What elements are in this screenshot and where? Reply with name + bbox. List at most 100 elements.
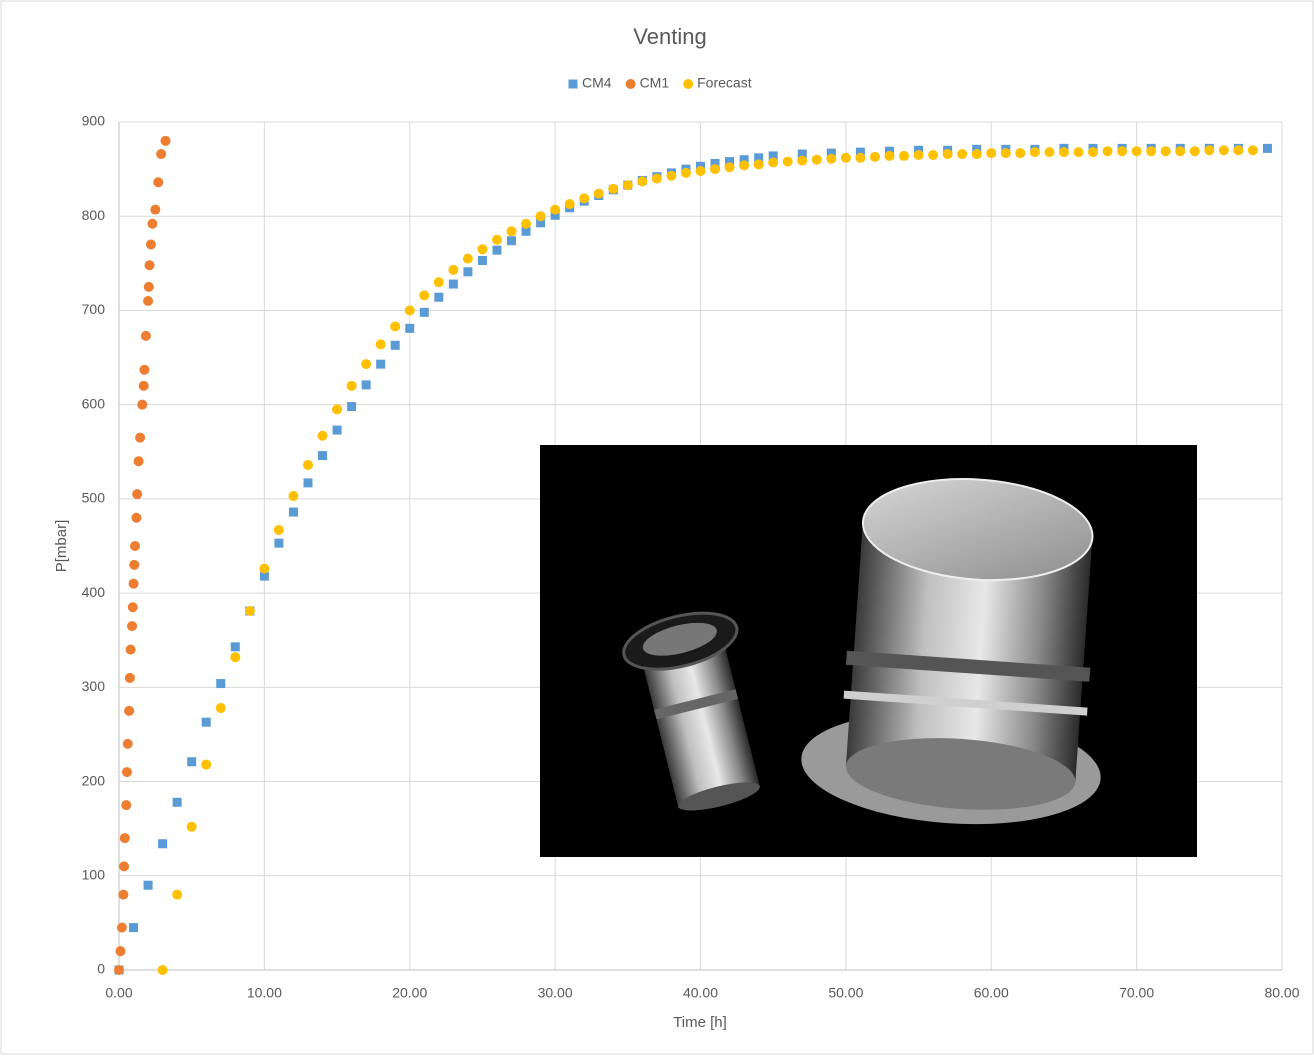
- data-point: [899, 150, 910, 161]
- data-point: [710, 158, 720, 168]
- data-point: [477, 256, 487, 266]
- data-point: [216, 679, 226, 689]
- data-point: [127, 621, 138, 632]
- data-point: [1029, 147, 1040, 158]
- cap-ring: [843, 690, 1088, 716]
- data-point: [753, 159, 764, 170]
- legend-marker: [683, 79, 694, 89]
- data-point: [826, 153, 837, 164]
- data-point: [135, 432, 146, 443]
- data-point: [448, 264, 459, 275]
- data-point: [507, 236, 517, 246]
- data-point: [680, 167, 691, 178]
- data-point: [1058, 147, 1069, 158]
- data-point: [1117, 146, 1128, 157]
- fitting-tube: [639, 631, 760, 807]
- data-point: [1262, 143, 1272, 153]
- data-point: [754, 153, 764, 163]
- data-point: [811, 154, 822, 165]
- data-point: [1044, 147, 1055, 158]
- data-point: [1204, 145, 1215, 156]
- data-point: [119, 833, 130, 844]
- data-point: [622, 180, 633, 191]
- data-point: [129, 923, 139, 933]
- fitting-bore: [642, 622, 717, 656]
- data-point: [913, 149, 924, 160]
- legend-marker: [625, 79, 636, 89]
- x-tick-label: 10.00: [247, 985, 282, 1001]
- data-point: [259, 571, 269, 581]
- y-tick-label: 900: [82, 113, 106, 129]
- y-tick-label: 600: [82, 395, 106, 411]
- cap-ring: [845, 650, 1091, 682]
- data-point: [884, 150, 895, 161]
- data-point: [215, 703, 226, 714]
- large-cap: [801, 478, 1101, 825]
- data-point: [710, 164, 721, 175]
- data-point: [318, 451, 328, 461]
- y-tick-label: 800: [82, 207, 106, 223]
- data-point: [826, 148, 836, 158]
- data-point: [506, 226, 517, 237]
- data-point: [124, 705, 135, 716]
- data-point: [840, 152, 851, 163]
- data-point: [129, 559, 140, 570]
- y-tick-label: 200: [82, 772, 106, 788]
- data-point: [666, 170, 677, 181]
- data-point: [550, 204, 561, 215]
- data-point: [121, 767, 132, 778]
- data-point: [1189, 146, 1200, 157]
- data-point: [433, 277, 444, 288]
- data-point: [114, 965, 124, 975]
- data-point: [434, 292, 444, 302]
- data-point: [1247, 145, 1258, 156]
- legend-label: CM4: [582, 75, 612, 91]
- data-point: [158, 839, 168, 849]
- data-point: [125, 644, 136, 655]
- small-fitting: [622, 611, 760, 811]
- data-point: [971, 149, 982, 160]
- data-point: [124, 672, 135, 683]
- data-point: [361, 380, 371, 390]
- grid: 0 100 200 300 400 500 600 700 800 900 0.00 10.00 20.…: [82, 113, 1300, 1001]
- data-point: [347, 402, 357, 412]
- data-point: [317, 430, 328, 441]
- y-tick-label: 0: [97, 961, 105, 977]
- data-point: [855, 147, 865, 157]
- y-axis-title: P[mbar]: [53, 520, 70, 573]
- data-point: [739, 160, 750, 171]
- data-point: [768, 157, 779, 168]
- x-tick-label: 60.00: [974, 985, 1009, 1001]
- data-point: [259, 563, 270, 574]
- data-point: [942, 149, 953, 160]
- data-point: [127, 602, 138, 613]
- data-point: [986, 148, 997, 159]
- data-point: [115, 946, 126, 957]
- data-point: [137, 399, 148, 410]
- cap-lid: [861, 478, 1094, 582]
- data-point: [273, 524, 284, 535]
- plot-area: [114, 135, 1272, 975]
- data-point: [116, 922, 127, 933]
- data-point: [332, 404, 343, 415]
- data-point: [462, 253, 473, 264]
- data-point: [593, 188, 604, 199]
- y-tick-label: 500: [82, 490, 106, 506]
- data-point: [288, 507, 298, 517]
- data-point: [725, 157, 735, 167]
- data-point: [346, 380, 357, 391]
- data-point: [121, 800, 132, 811]
- data-point: [651, 173, 662, 184]
- data-point: [1175, 146, 1186, 157]
- data-point: [156, 149, 167, 160]
- data-point: [133, 456, 144, 467]
- data-point: [869, 151, 880, 162]
- data-point: [1000, 148, 1011, 159]
- data-point: [201, 717, 211, 727]
- data-point: [143, 281, 154, 292]
- data-point: [122, 738, 133, 749]
- x-tick-label: 40.00: [683, 985, 718, 1001]
- y-tick-label: 100: [82, 866, 106, 882]
- cap-body: [845, 521, 1093, 782]
